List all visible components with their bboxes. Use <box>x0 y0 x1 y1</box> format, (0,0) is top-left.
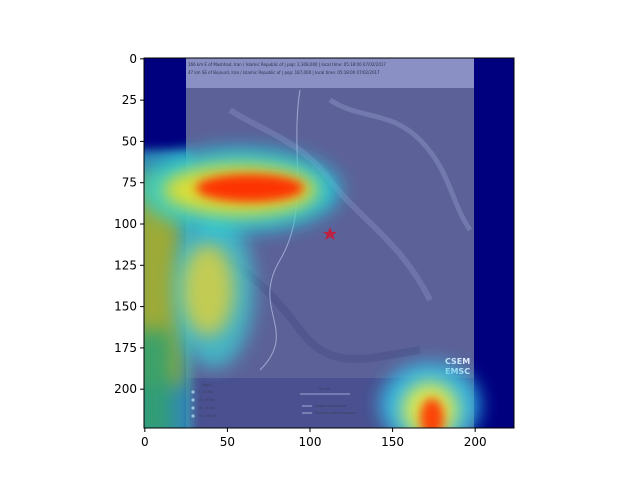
y-tick-label: 50 <box>122 134 137 148</box>
y-tick-label: 0 <box>129 52 137 66</box>
depth-item-2: 15 - 30 km <box>198 398 215 402</box>
depth-item-3: 30 - 70 km <box>198 406 215 410</box>
logo-csem: CSEM <box>445 357 470 366</box>
heat-main-core <box>196 174 304 202</box>
y-tick-label: 150 <box>114 300 137 314</box>
depth-item-1: 0 - 15 km <box>198 390 213 394</box>
depth-marker-3 <box>191 406 195 410</box>
political-boundary <box>259 89 301 371</box>
depth-marker-1 <box>191 390 195 394</box>
y-tick-label: 125 <box>114 258 137 272</box>
y-tick-label: 175 <box>114 341 137 355</box>
boundary-item-2: Tectonic plate boundaries <box>314 411 356 415</box>
y-tick-label: 200 <box>114 382 137 396</box>
heat-lobe-lower-left-inner <box>182 244 234 336</box>
depth-legend: 0 - 15 km 15 - 30 km 30 - 70 km 70 - 150… <box>191 390 217 418</box>
y-axis: 0 25 50 75 100 125 150 175 200 <box>114 52 144 396</box>
x-tick-label: 150 <box>381 435 404 449</box>
y-tick-label: 100 <box>114 217 137 231</box>
axes-frame <box>143 57 515 429</box>
scale-label: 100 km <box>318 387 330 391</box>
y-tick-label: 75 <box>122 176 137 190</box>
map-header-line-1: 166 km E of Mashhad, Iran / Islamic Repu… <box>188 62 386 67</box>
x-tick-label: 50 <box>220 435 235 449</box>
x-axis: 0 50 100 150 200 <box>141 428 487 449</box>
x-tick-label: 200 <box>464 435 487 449</box>
depth-marker-4 <box>191 414 195 418</box>
boundary-item-1: Political boundaries <box>315 404 346 408</box>
depth-marker-2 <box>191 398 195 402</box>
terrain-range <box>328 97 473 232</box>
heat-overlay <box>144 148 480 428</box>
legend-title: Depth <box>202 383 212 387</box>
heat-br-core <box>420 398 444 428</box>
map-header-line-2: 47 km SE of Bojnurd, Iran / Islamic Repu… <box>188 70 380 75</box>
x-tick-label: 0 <box>141 435 149 449</box>
map-header-bar <box>186 58 474 88</box>
heat-left-band-low <box>144 330 172 428</box>
plot-area: 166 km E of Mashhad, Iran / Islamic Repu… <box>144 58 514 428</box>
y-tick-label: 25 <box>122 93 137 107</box>
epicentre-star <box>323 227 337 240</box>
depth-item-4: 70 - 150 km <box>198 414 217 418</box>
x-tick-label: 100 <box>299 435 322 449</box>
